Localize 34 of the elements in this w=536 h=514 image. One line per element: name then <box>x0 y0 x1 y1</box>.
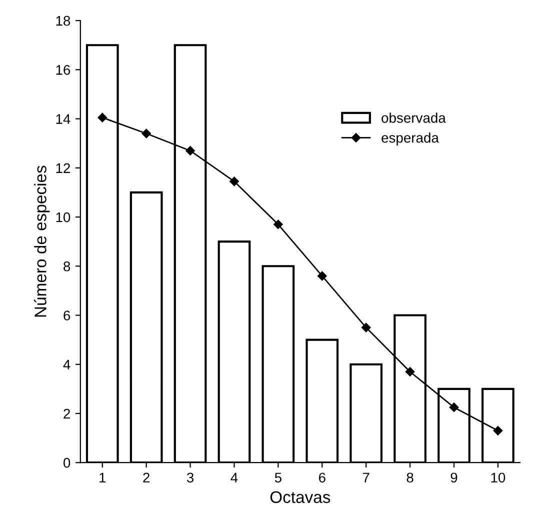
point <box>318 271 327 281</box>
y-axis-title: Número de especies <box>34 166 50 317</box>
x-tick-label: 10 <box>491 472 506 483</box>
point <box>405 367 415 376</box>
y-tick-label: 14 <box>56 114 70 124</box>
point <box>361 322 371 332</box>
x-tick-label: 2 <box>143 472 150 482</box>
x-tick-label: 7 <box>362 472 370 482</box>
legend-label: observada <box>382 112 446 123</box>
point <box>98 112 107 122</box>
point <box>493 426 503 436</box>
x-tick-label: 4 <box>230 472 238 482</box>
y-tick-label: 0 <box>63 458 70 468</box>
y-tick-label: 16 <box>56 65 70 75</box>
x-tick-label: 9 <box>450 472 458 483</box>
point <box>186 146 195 156</box>
legend-label: esperada <box>382 132 439 146</box>
point <box>230 176 239 186</box>
y-tick-label: 12 <box>56 163 70 173</box>
y-tick-label: 18 <box>56 16 70 26</box>
y-tick-label: 4 <box>63 360 70 370</box>
x-tick-label: 5 <box>274 472 282 483</box>
x-tick-label: 1 <box>100 472 106 482</box>
x-tick-label: 3 <box>186 472 194 483</box>
x-axis-title: Octavas <box>270 491 330 504</box>
y-tick-label: 10 <box>56 212 70 222</box>
x-tick-label: 8 <box>406 472 414 483</box>
point <box>142 128 151 138</box>
y-tick-label: 6 <box>64 310 70 320</box>
y-tick-label: 8 <box>64 261 70 272</box>
point <box>449 402 459 412</box>
y-tick-label: 2 <box>64 408 70 419</box>
point <box>274 220 283 230</box>
x-tick-label: 6 <box>318 472 326 483</box>
